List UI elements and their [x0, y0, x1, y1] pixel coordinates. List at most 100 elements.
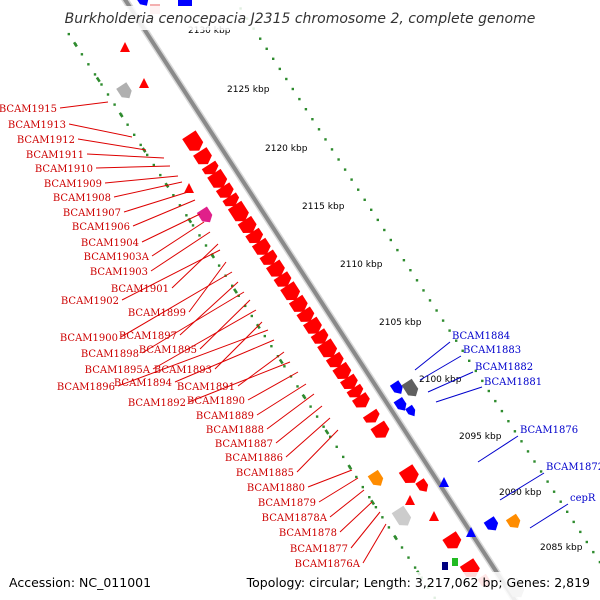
gene-label[interactable]: BCAM1913	[8, 120, 66, 131]
gene-label[interactable]: BCAM1888	[206, 425, 264, 436]
gene-label[interactable]: BCAM1910	[35, 164, 93, 175]
leader-line	[123, 191, 189, 213]
outer-tick-dot	[272, 57, 275, 60]
gene-label[interactable]: BCAM1878A	[262, 513, 328, 524]
forward-strand-labels: BCAM1884 BCAM1883 BCAM1882 BCAM1881 BCAM…	[452, 331, 600, 504]
gene-label[interactable]: BCAM1894	[114, 378, 172, 389]
inner-tick-dot	[106, 93, 110, 96]
tick-labels: 2130 kbp 2125 kbp 2120 kbp 2115 kbp 2110…	[188, 26, 583, 553]
outer-tick-dot	[507, 420, 510, 423]
gene-feature	[303, 316, 322, 334]
tick-label: 2090 kbp	[499, 488, 542, 498]
gene-label[interactable]: BCAM1907	[63, 208, 121, 219]
gene-label[interactable]: BCAM1879	[258, 498, 316, 509]
gene-label[interactable]: BCAM1912	[17, 135, 75, 146]
inner-tick-dot	[309, 405, 312, 408]
gene-feature	[182, 130, 204, 151]
gene-label[interactable]: BCAM1904	[81, 238, 139, 249]
gene-label[interactable]: BCAM1896	[57, 382, 115, 393]
gene-feature	[367, 469, 384, 486]
gene-label[interactable]: BCAM1880	[247, 483, 305, 494]
gene-feature	[116, 82, 132, 99]
gene-label[interactable]: BCAM1895A	[85, 365, 151, 376]
outer-tick-dot	[441, 319, 445, 322]
gene-label[interactable]: BCAM1872	[546, 462, 600, 473]
gene-label[interactable]: BCAM1886	[225, 453, 283, 464]
outer-tick-dot	[370, 208, 373, 211]
gene-label[interactable]: cepR	[570, 493, 596, 504]
leader-line	[256, 383, 307, 416]
gene-label[interactable]: BCAM1889	[196, 411, 254, 422]
gene-label[interactable]: BCAM1885	[236, 468, 294, 479]
leader-line	[151, 221, 205, 257]
gene-label[interactable]: BCAM1882	[475, 362, 533, 373]
inner-tick-dot	[133, 133, 136, 136]
gene-label[interactable]: BCAM1884	[452, 331, 510, 342]
gene-label[interactable]: BCAM1898	[81, 349, 139, 360]
inner-tick-dot	[244, 304, 247, 308]
gene-label[interactable]: BCAM1890	[187, 396, 245, 407]
gene-label[interactable]: BCAM1891	[177, 382, 235, 393]
gene-label[interactable]: BCAM1897	[119, 331, 177, 342]
inner-tick-dot	[217, 264, 221, 267]
gene-feature	[346, 383, 364, 398]
gene-label[interactable]: BCAM1895	[139, 345, 197, 356]
outer-tick-dot	[389, 238, 392, 242]
inner-tick-dot	[283, 365, 286, 368]
leader-line	[477, 435, 519, 463]
outer-tick-dot	[579, 530, 582, 534]
leader-line	[285, 417, 331, 458]
gene-label[interactable]: BCAM1909	[44, 179, 102, 190]
outer-tick-dot	[572, 520, 575, 524]
gene-label[interactable]: BCAM1903	[90, 267, 148, 278]
footer-backdrop	[0, 572, 600, 600]
gene-label[interactable]: BCAM1893	[154, 365, 212, 376]
gene-feature	[452, 558, 458, 566]
outer-tick-dot	[552, 490, 556, 493]
gene-label[interactable]: BCAM1901	[111, 284, 169, 295]
major-tick	[324, 429, 330, 435]
leader-line	[77, 138, 147, 151]
gene-label[interactable]: BCAM1903A	[84, 252, 150, 263]
leader-line	[95, 165, 171, 169]
gene-label[interactable]: BCAM1892	[128, 398, 186, 409]
tick-label: 2100 kbp	[419, 375, 462, 385]
inner-tick-dot	[139, 143, 142, 147]
gene-feature	[273, 271, 292, 287]
inner-tick-dot	[355, 475, 358, 479]
gene-label[interactable]: BCAM1902	[61, 296, 119, 307]
gene-label[interactable]: BCAM1908	[53, 193, 111, 204]
outer-tick-dot	[298, 97, 301, 101]
outer-tick-dot	[409, 269, 412, 272]
gene-label[interactable]: BCAM1876A	[295, 559, 361, 570]
gene-label[interactable]: BCAM1881	[484, 377, 542, 388]
leader-line	[104, 175, 179, 184]
gene-feature	[266, 259, 285, 277]
leader-line	[266, 393, 315, 430]
gene-label[interactable]: BCAM1878	[279, 528, 337, 539]
outer-tick-dot	[265, 47, 268, 50]
gene-label[interactable]: BCAM1876	[520, 425, 578, 436]
gene-label[interactable]: BCAM1906	[72, 222, 130, 233]
outer-tick-dot	[376, 218, 379, 222]
gene-label[interactable]: BCAM1911	[26, 150, 84, 161]
outer-tick-dot	[448, 329, 451, 332]
outer-tick-dot	[468, 359, 471, 362]
gene-label[interactable]: BCAM1915	[0, 104, 57, 115]
gene-feature	[352, 392, 370, 408]
gene-label[interactable]: BCAM1887	[215, 439, 273, 450]
leader-line	[141, 291, 245, 354]
gene-label[interactable]: BCAM1899	[128, 308, 186, 319]
major-tick	[95, 76, 101, 83]
gene-label[interactable]: BCAM1883	[463, 345, 521, 356]
gene-marker	[120, 42, 130, 52]
leader-line	[152, 309, 257, 370]
outer-tick-dot	[592, 550, 595, 554]
gene-label[interactable]: BCAM1877	[290, 544, 348, 555]
gene-marker	[405, 495, 415, 505]
inner-tick-dot	[361, 485, 364, 489]
gene-label[interactable]: BCAM1900	[60, 333, 118, 344]
leader-line	[120, 271, 233, 338]
outer-tick-dot	[513, 430, 517, 433]
leader-line	[141, 213, 201, 243]
